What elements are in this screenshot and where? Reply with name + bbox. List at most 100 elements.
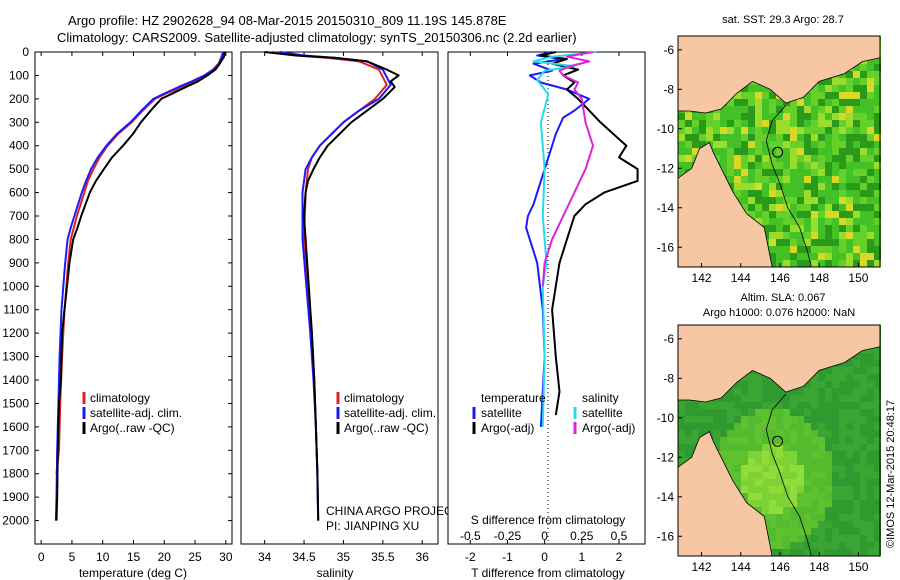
ocean-cell: [804, 176, 811, 183]
ocean-cell: [783, 162, 790, 169]
ocean-cell: [790, 141, 797, 148]
temperature-panel: 0100200300400500600700800900100011001200…: [2, 45, 645, 580]
ocean-cell: [790, 218, 797, 225]
ocean-cell: [853, 211, 860, 218]
ocean-cell: [867, 437, 874, 444]
ocean-cell: [804, 395, 811, 402]
ocean-cell: [839, 155, 846, 162]
ocean-cell: [762, 120, 769, 127]
ocean-cell: [790, 162, 797, 169]
ocean-cell: [811, 218, 818, 225]
ocean-cell: [776, 493, 783, 500]
ocean-cell: [804, 472, 811, 479]
ocean-cell: [839, 78, 846, 85]
s-diff-tick-label: -0.25: [494, 529, 522, 543]
ocean-cell: [811, 542, 818, 549]
ocean-cell: [832, 402, 839, 409]
ocean-cell: [755, 148, 762, 155]
ocean-cell: [818, 486, 825, 493]
ocean-cell: [867, 141, 874, 148]
ocean-cell: [783, 232, 790, 239]
ocean-cell: [832, 169, 839, 176]
ocean-cell: [783, 465, 790, 472]
ocean-cell: [748, 423, 755, 430]
ocean-cell: [769, 465, 776, 472]
ocean-cell: [811, 92, 818, 99]
ocean-cell: [818, 465, 825, 472]
ocean-cell: [853, 120, 860, 127]
s-difference-x-axis: -0.5 -0.25 0 0.25 0.5: [460, 529, 628, 543]
ocean-cell: [853, 367, 860, 374]
ocean-cell: [720, 430, 727, 437]
ocean-cell: [755, 472, 762, 479]
ocean-cell: [762, 465, 769, 472]
ocean-cell: [818, 127, 825, 134]
ocean-cell: [818, 260, 825, 267]
ocean-cell: [755, 176, 762, 183]
ocean-cell: [839, 113, 846, 120]
ocean-cell: [762, 437, 769, 444]
ocean-cell: [874, 176, 881, 183]
ocean-cell: [678, 113, 685, 120]
ocean-cell: [867, 381, 874, 388]
ocean-cell: [713, 409, 720, 416]
ocean-cell: [713, 416, 720, 423]
ocean-cell: [797, 169, 804, 176]
ocean-cell: [825, 437, 832, 444]
ocean-cell: [790, 197, 797, 204]
depth-tick-label: 1800: [2, 467, 29, 481]
ocean-cell: [804, 197, 811, 204]
ocean-cell: [734, 169, 741, 176]
difference-legend: temperature satellite Argo(-adj) salinit…: [472, 391, 635, 435]
ocean-cell: [867, 113, 874, 120]
ocean-cell: [853, 197, 860, 204]
ocean-cell: [790, 521, 797, 528]
ocean-cell: [825, 444, 832, 451]
ocean-cell: [825, 155, 832, 162]
ocean-cell: [783, 239, 790, 246]
ocean-cell: [853, 92, 860, 99]
ocean-cell: [762, 416, 769, 423]
ocean-cell: [734, 141, 741, 148]
ocean-cell: [811, 423, 818, 430]
ocean-cell: [825, 521, 832, 528]
sla-map-axes: 142 144 146 148 150 -6 -8 -10 -12 -14 -16: [657, 324, 881, 574]
ocean-cell: [846, 360, 853, 367]
depth-tick-label: 800: [9, 232, 29, 246]
ocean-cell: [818, 155, 825, 162]
ocean-cell: [874, 92, 881, 99]
ocean-cell: [748, 99, 755, 106]
ocean-cell: [790, 542, 797, 549]
ocean-cell: [790, 465, 797, 472]
ocean-cell: [783, 190, 790, 197]
ocean-cell: [762, 486, 769, 493]
land-new-guinea: [677, 35, 881, 114]
ocean-cell: [755, 155, 762, 162]
ocean-cell: [811, 528, 818, 535]
ocean-cell: [874, 479, 881, 486]
ocean-cell: [804, 155, 811, 162]
ocean-cell: [776, 141, 783, 148]
ocean-cell: [846, 134, 853, 141]
ocean-cell: [860, 437, 867, 444]
ocean-cell: [853, 64, 860, 71]
ocean-cell: [776, 127, 783, 134]
ocean-cell: [797, 437, 804, 444]
ocean-cell: [860, 197, 867, 204]
ocean-cell: [741, 169, 748, 176]
ocean-cell: [860, 239, 867, 246]
ocean-cell: [713, 134, 720, 141]
ocean-cell: [748, 176, 755, 183]
ocean-cell: [846, 388, 853, 395]
ocean-cell: [860, 521, 867, 528]
ocean-cell: [797, 388, 804, 395]
ocean-cell: [741, 388, 748, 395]
ocean-cell: [860, 486, 867, 493]
ocean-cell: [783, 430, 790, 437]
legend-s-satellite-label: satellite: [582, 406, 623, 420]
ocean-cell: [685, 141, 692, 148]
ocean-cell: [727, 437, 734, 444]
ocean-cell: [874, 416, 881, 423]
ocean-cell: [776, 218, 783, 225]
ocean-cell: [699, 141, 706, 148]
